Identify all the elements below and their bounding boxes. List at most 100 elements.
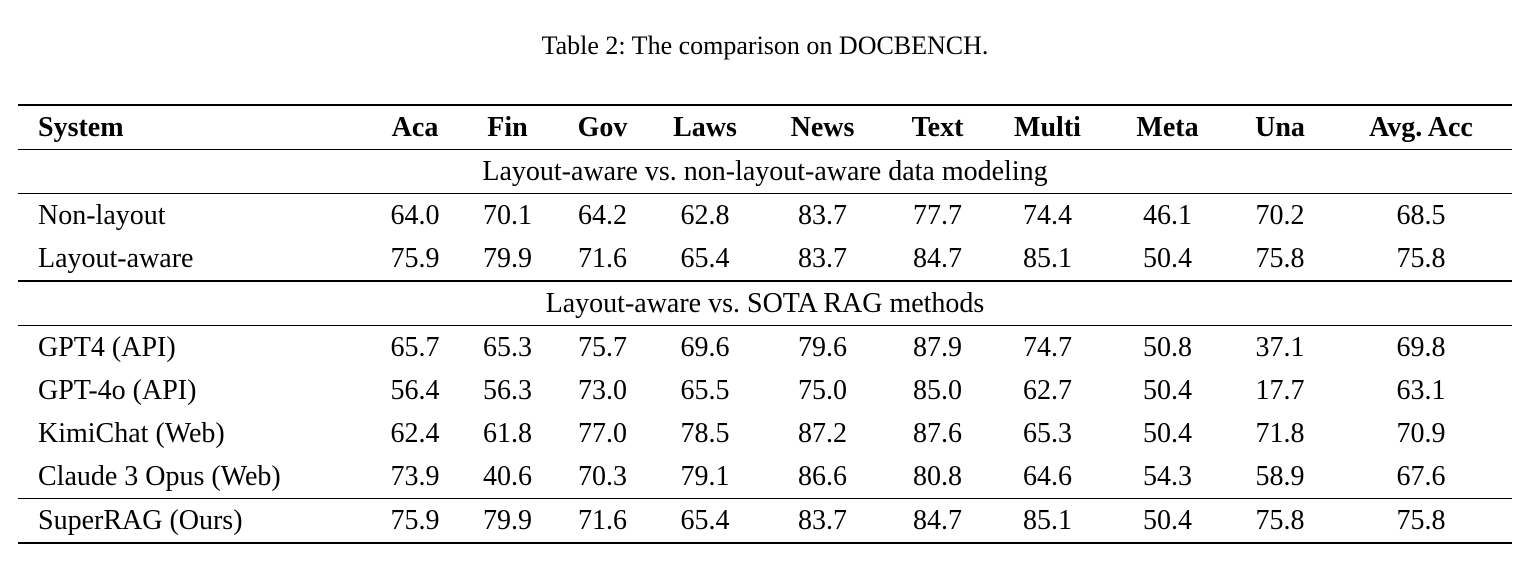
value-cell: 64.0 — [390, 200, 440, 231]
value-cell: 73.0 — [578, 375, 627, 406]
column-header-multi: Multi — [1014, 112, 1081, 143]
value-cell: 75.7 — [578, 332, 627, 363]
system-name-cell: GPT-4o (API) — [38, 375, 197, 406]
value-cell: 80.8 — [913, 461, 962, 492]
value-cell: 50.4 — [1143, 505, 1192, 536]
value-cell: 40.6 — [483, 461, 532, 492]
column-header-news: News — [790, 112, 855, 143]
value-cell: 83.7 — [798, 505, 847, 536]
value-cell: 56.3 — [483, 375, 532, 406]
value-cell: 78.5 — [680, 418, 730, 449]
system-name-cell: GPT4 (API) — [38, 332, 176, 363]
table-row: Layout-aware 75.9 79.9 71.6 65.4 83.7 84.7 85.1… — [18, 237, 1512, 281]
section-header-row: Layout-aware vs. SOTA RAG methods — [18, 281, 1512, 326]
value-cell: 77.7 — [913, 200, 962, 231]
column-header-aca: Aca — [391, 112, 439, 143]
value-cell: 65.3 — [1023, 418, 1072, 449]
value-cell: 64.2 — [578, 200, 627, 231]
value-cell: 83.7 — [798, 200, 847, 231]
value-cell: 54.3 — [1143, 461, 1192, 492]
value-cell: 87.2 — [798, 418, 847, 449]
value-cell: 85.0 — [913, 375, 962, 406]
value-cell: 84.7 — [913, 243, 962, 274]
section-title: Layout-aware vs. SOTA RAG methods — [545, 288, 985, 319]
value-cell: 71.6 — [578, 505, 627, 536]
value-cell: 62.4 — [390, 418, 440, 449]
value-cell: 79.1 — [680, 461, 730, 492]
value-cell: 75.9 — [390, 243, 440, 274]
table-row: KimiChat (Web) 62.4 61.8 77.0 78.5 87.2 87.6 65… — [18, 412, 1512, 455]
system-name-cell: KimiChat (Web) — [38, 418, 225, 449]
table-row: SuperRAG (Ours) 75.9 79.9 71.6 65.4 83.7 84.7 8… — [18, 499, 1512, 543]
value-cell: 79.6 — [798, 332, 847, 363]
value-cell: 79.9 — [483, 505, 532, 536]
value-cell: 65.4 — [680, 505, 730, 536]
column-header-una: Una — [1255, 112, 1305, 143]
value-cell: 87.6 — [913, 418, 962, 449]
value-cell: 64.6 — [1023, 461, 1072, 492]
value-cell: 67.6 — [1396, 461, 1446, 492]
column-header-laws: Laws — [673, 112, 737, 143]
value-cell: 74.4 — [1023, 200, 1072, 231]
value-cell: 71.6 — [578, 243, 627, 274]
table-body: Layout-aware vs. non-layout-aware data m… — [18, 150, 1512, 543]
value-cell: 75.8 — [1396, 505, 1446, 536]
column-header-avg-acc: Avg. Acc — [1369, 112, 1473, 143]
value-cell: 71.8 — [1255, 418, 1305, 449]
value-cell: 70.3 — [578, 461, 627, 492]
value-cell: 65.7 — [390, 332, 440, 363]
system-name-cell: SuperRAG (Ours) — [38, 505, 243, 536]
value-cell: 87.9 — [913, 332, 962, 363]
value-cell: 70.9 — [1396, 418, 1446, 449]
value-cell: 75.8 — [1255, 505, 1305, 536]
value-cell: 86.6 — [798, 461, 847, 492]
value-cell: 85.1 — [1023, 243, 1072, 274]
value-cell: 70.2 — [1255, 200, 1305, 231]
value-cell: 75.0 — [798, 375, 847, 406]
column-header-text: Text — [911, 112, 964, 143]
value-cell: 75.8 — [1396, 243, 1446, 274]
value-cell: 65.5 — [680, 375, 730, 406]
value-cell: 77.0 — [578, 418, 627, 449]
system-name-cell: Non-layout — [38, 200, 166, 231]
table-row: GPT-4o (API) 56.4 56.3 73.0 65.5 75.0 85.0 62.7… — [18, 369, 1512, 412]
value-cell: 79.9 — [483, 243, 532, 274]
value-cell: 62.8 — [680, 200, 730, 231]
section-title: Layout-aware vs. non-layout-aware data m… — [482, 156, 1048, 187]
value-cell: 62.7 — [1023, 375, 1072, 406]
value-cell: 46.1 — [1143, 200, 1192, 231]
value-cell: 74.7 — [1023, 332, 1072, 363]
value-cell: 85.1 — [1023, 505, 1072, 536]
column-header-meta: Meta — [1136, 112, 1199, 143]
value-cell: 75.9 — [390, 505, 440, 536]
table-row: GPT4 (API) 65.7 65.3 75.7 69.6 79.6 87.9 74.7 50… — [18, 326, 1512, 370]
value-cell: 61.8 — [483, 418, 532, 449]
value-cell: 50.4 — [1143, 418, 1192, 449]
value-cell: 84.7 — [913, 505, 962, 536]
column-header-system: System — [38, 112, 124, 143]
value-cell: 17.7 — [1255, 375, 1305, 406]
results-table: System Aca Fin Gov Laws News Text Multi Meta Una A… — [18, 104, 1512, 544]
value-cell: 65.3 — [483, 332, 532, 363]
value-cell: 50.4 — [1143, 375, 1192, 406]
value-cell: 83.7 — [798, 243, 847, 274]
value-cell: 68.5 — [1396, 200, 1446, 231]
value-cell: 75.8 — [1255, 243, 1305, 274]
value-cell: 37.1 — [1255, 332, 1305, 363]
section-header-row: Layout-aware vs. non-layout-aware data m… — [18, 150, 1512, 194]
column-header-gov: Gov — [577, 112, 628, 143]
table-row: Claude 3 Opus (Web) 73.9 40.6 70.3 79.1 86.6 8… — [18, 455, 1512, 499]
value-cell: 70.1 — [483, 200, 532, 231]
value-cell: 63.1 — [1396, 375, 1446, 406]
value-cell: 58.9 — [1255, 461, 1305, 492]
column-header-fin: Fin — [487, 112, 528, 143]
value-cell: 73.9 — [390, 461, 440, 492]
table-caption: Table 2: The comparison on DOCBENCH. — [541, 31, 989, 60]
header-row: System Aca Fin Gov Laws News Text Multi Meta Una A… — [18, 105, 1512, 150]
value-cell: 69.6 — [680, 332, 730, 363]
value-cell: 65.4 — [680, 243, 730, 274]
value-cell: 56.4 — [390, 375, 440, 406]
value-cell: 69.8 — [1396, 332, 1446, 363]
value-cell: 50.4 — [1143, 243, 1192, 274]
system-name-cell: Layout-aware — [38, 243, 194, 274]
